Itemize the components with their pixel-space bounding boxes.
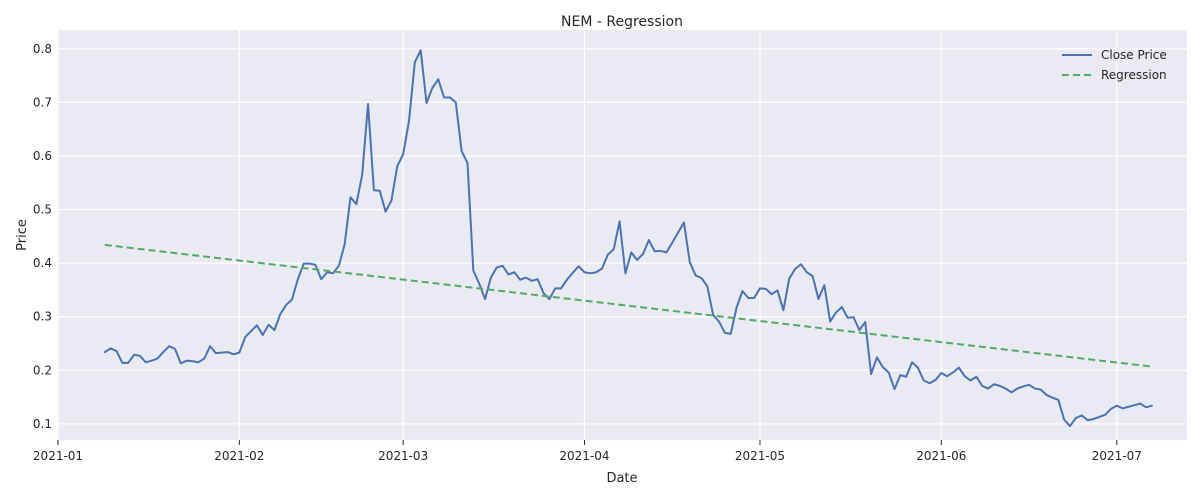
legend: Close Price Regression: [1062, 48, 1167, 82]
x-tick-label: 2021-02: [214, 449, 264, 463]
chart-title: NEM - Regression: [561, 14, 683, 30]
x-axis-label: Date: [606, 471, 637, 486]
y-tick-label: 0.2: [33, 363, 52, 377]
x-tick-label: 2021-07: [1092, 449, 1142, 463]
y-tick-label: 0.3: [33, 310, 52, 324]
y-tick-label: 0.7: [33, 95, 52, 109]
x-tick-label: 2021-01: [33, 449, 83, 463]
y-tick-label: 0.4: [33, 256, 52, 270]
y-ticks: 0.1 0.2 0.3 0.4 0.5 0.6 0.7 0.8: [33, 42, 52, 431]
grid: [57, 30, 1187, 440]
legend-label-regression: Regression: [1101, 68, 1167, 82]
x-tick-label: 2021-03: [378, 449, 428, 463]
y-axis-label: Price: [15, 219, 30, 251]
y-tick-label: 0.8: [33, 42, 52, 56]
x-tick-label: 2021-05: [735, 449, 785, 463]
plot-area: [58, 30, 1187, 440]
series-line-close-price: [103, 49, 1153, 428]
y-tick-label: 0.5: [33, 203, 52, 217]
x-tick-label: 2021-06: [916, 449, 966, 463]
x-tick-label: 2021-04: [559, 449, 609, 463]
x-ticks: 2021-01 2021-02 2021-03 2021-04 2021-05 2021-…: [33, 440, 1142, 463]
y-tick-label: 0.6: [33, 149, 52, 163]
y-tick-label: 0.1: [33, 417, 52, 431]
series-lines: [103, 49, 1153, 428]
legend-label-close-price: Close Price: [1101, 48, 1167, 62]
